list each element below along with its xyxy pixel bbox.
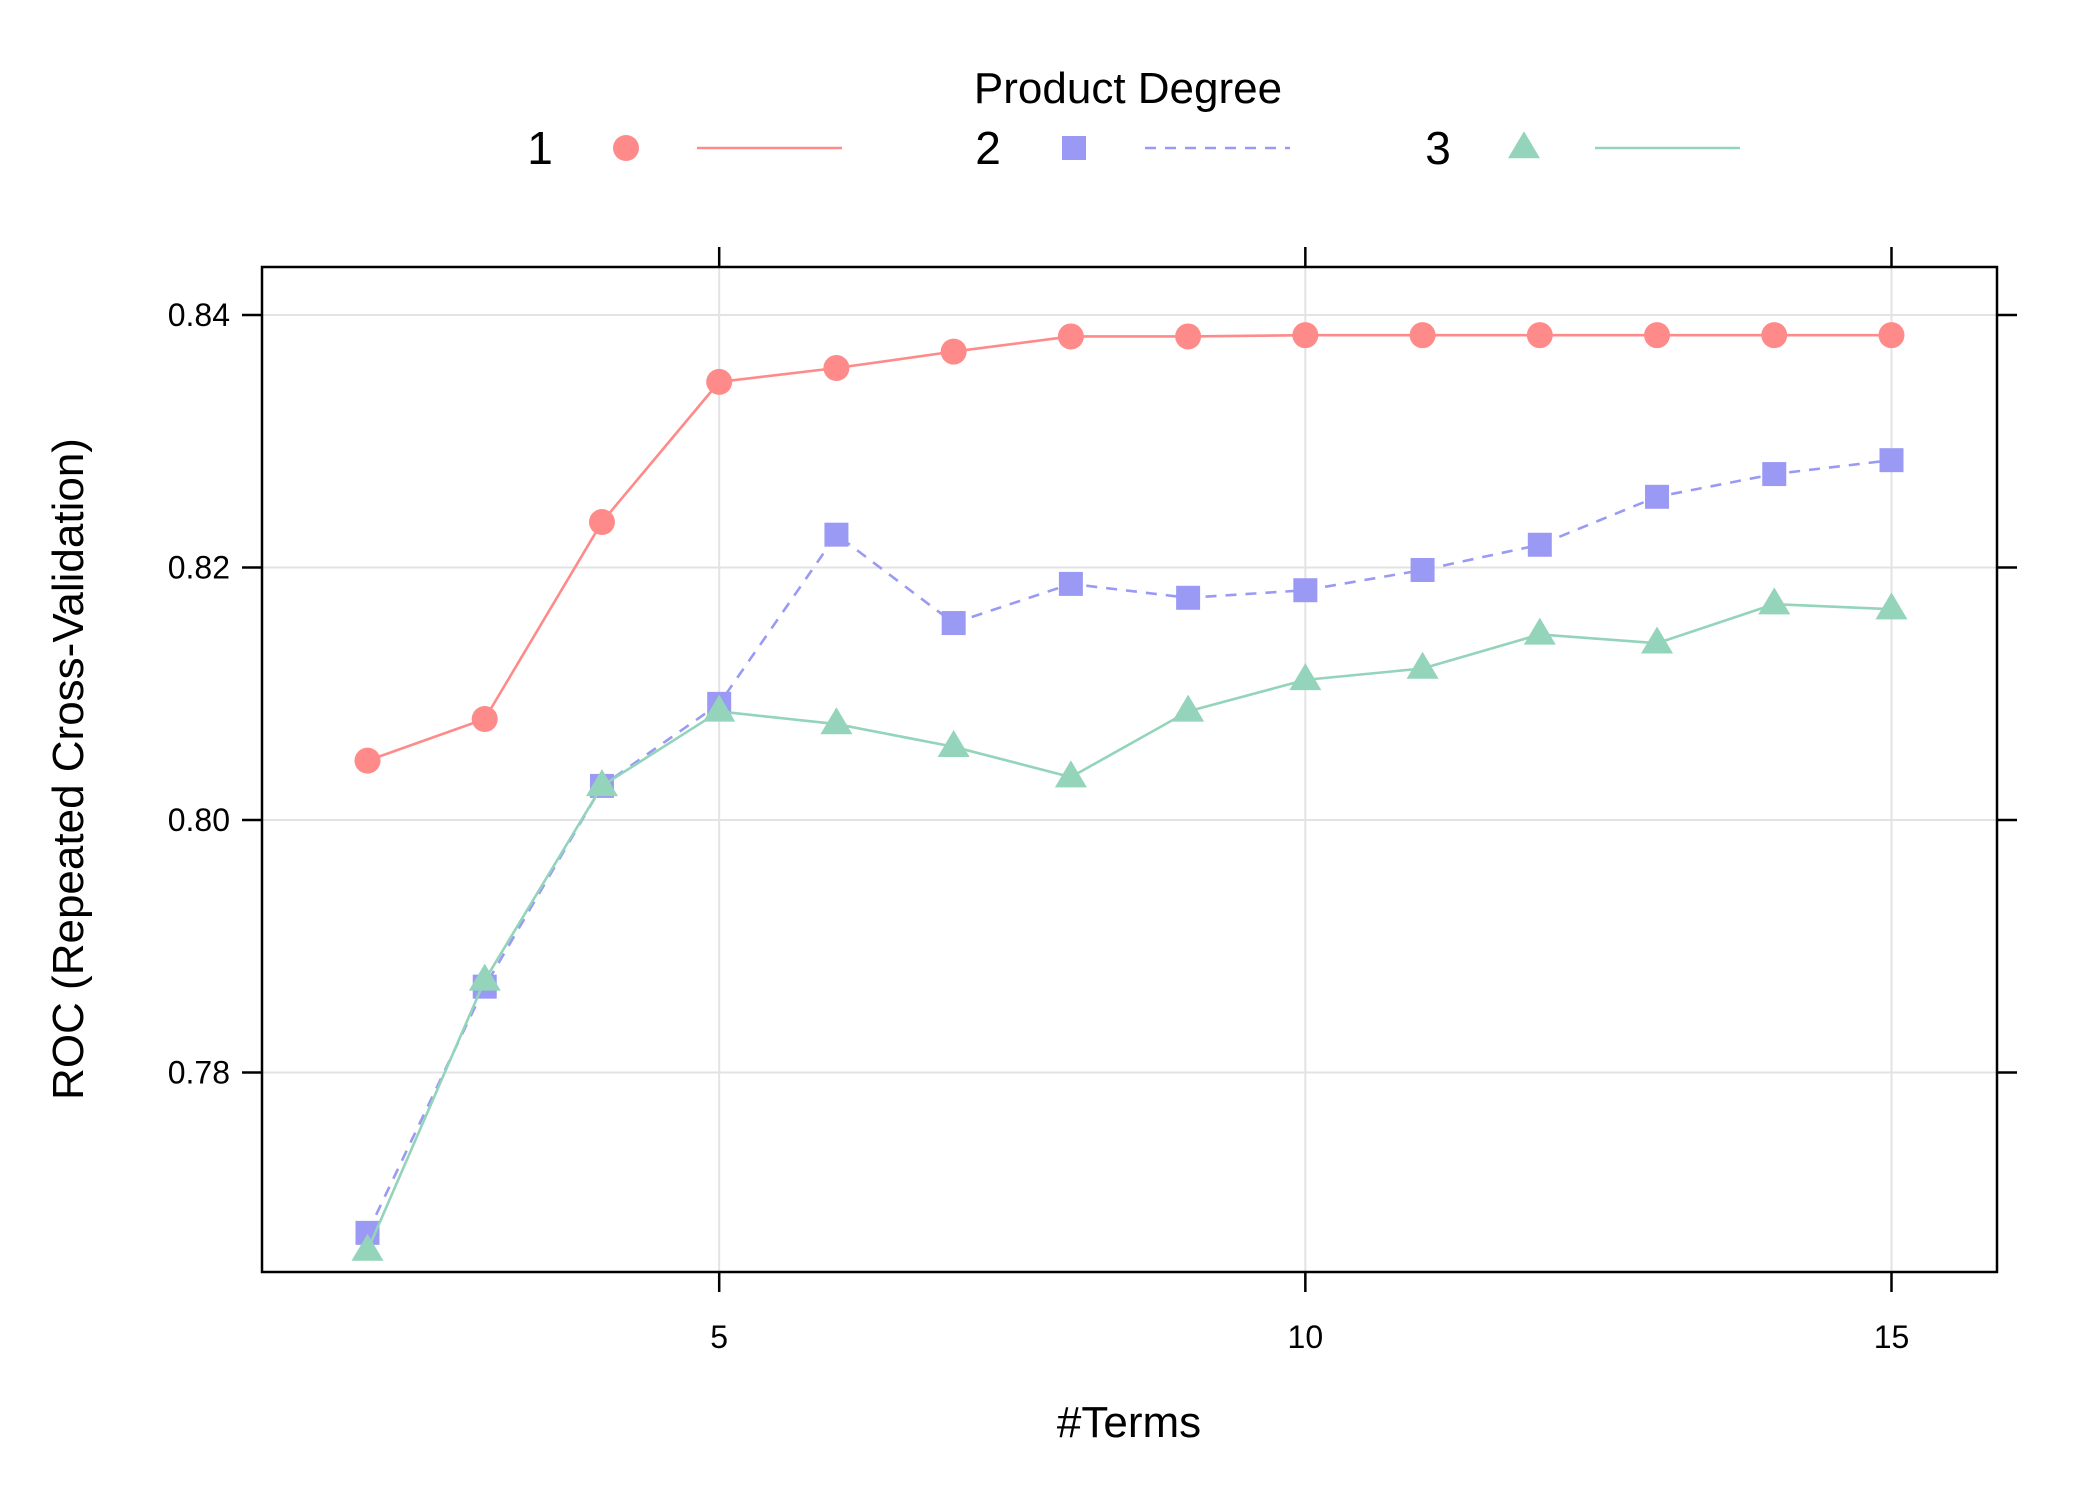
data-point [1758, 587, 1791, 615]
plot-frame [260, 265, 1999, 1274]
data-point [1878, 322, 1905, 349]
data-point [1527, 532, 1552, 557]
data-point [1875, 592, 1908, 620]
data-point [820, 707, 853, 735]
legend-item-3: 3 [1425, 122, 1740, 174]
legend-marker [1508, 131, 1540, 159]
legend-marker [1062, 136, 1086, 160]
legend-label: 1 [527, 122, 553, 174]
data-point [706, 368, 733, 395]
legend-label: 3 [1425, 122, 1451, 174]
data-point [351, 1233, 384, 1261]
data-point [1761, 322, 1788, 349]
data-point [471, 705, 498, 732]
legend-marker [613, 135, 639, 161]
series-3 [351, 587, 1908, 1261]
data-point [941, 611, 966, 636]
data-point [940, 338, 967, 365]
data-point [1176, 585, 1201, 610]
data-point [1762, 462, 1787, 487]
data-point [1410, 558, 1435, 583]
series-layer [351, 322, 1908, 1261]
x-axis-title: #Terms [1057, 1398, 1201, 1447]
data-point [823, 355, 850, 382]
data-point [1526, 322, 1553, 349]
legend-items: 1 2 3 [527, 122, 1740, 174]
data-point [1289, 663, 1322, 691]
data-point [1644, 322, 1671, 349]
x-tick-label: 10 [1288, 1319, 1324, 1355]
data-point [588, 509, 615, 536]
data-point [1292, 322, 1319, 349]
y-tick-label: 0.78 [168, 1055, 230, 1091]
y-tick-label: 0.80 [168, 802, 230, 838]
series-line [367, 333, 1892, 762]
y-tick-label: 0.82 [168, 549, 230, 585]
legend-item-2: 2 [975, 122, 1290, 174]
data-point [1054, 760, 1087, 788]
data-point [1523, 617, 1556, 645]
legend: Product Degree 1 2 3 [527, 64, 1740, 174]
series-1 [354, 322, 1905, 774]
data-point [937, 730, 970, 758]
series-line [366, 458, 1892, 1234]
data-point [1172, 694, 1205, 722]
series-line [366, 602, 1892, 1252]
data-point [1409, 322, 1436, 349]
y-axis-title: ROC (Repeated Cross-Validation) [44, 438, 93, 1100]
data-point [354, 747, 381, 774]
legend-item-1: 1 [527, 122, 842, 174]
gridlines [262, 267, 1997, 1272]
data-point [1406, 651, 1439, 679]
axis-ticks: 5 10 15 0.78 0.80 0.82 0.84 [168, 247, 2017, 1355]
legend-label: 2 [975, 122, 1001, 174]
data-point [585, 769, 618, 797]
data-point [1641, 626, 1674, 654]
data-point [468, 963, 501, 991]
data-point [703, 694, 736, 722]
data-point [1293, 578, 1318, 603]
data-point [824, 522, 849, 547]
data-point [1175, 323, 1202, 350]
data-point [1058, 571, 1083, 596]
data-point [1879, 448, 1904, 473]
data-point [1645, 484, 1670, 509]
x-tick-label: 15 [1874, 1319, 1910, 1355]
y-tick-label: 0.84 [168, 297, 230, 333]
legend-title: Product Degree [974, 64, 1282, 113]
x-tick-label: 5 [710, 1319, 728, 1355]
data-point [1057, 323, 1084, 350]
